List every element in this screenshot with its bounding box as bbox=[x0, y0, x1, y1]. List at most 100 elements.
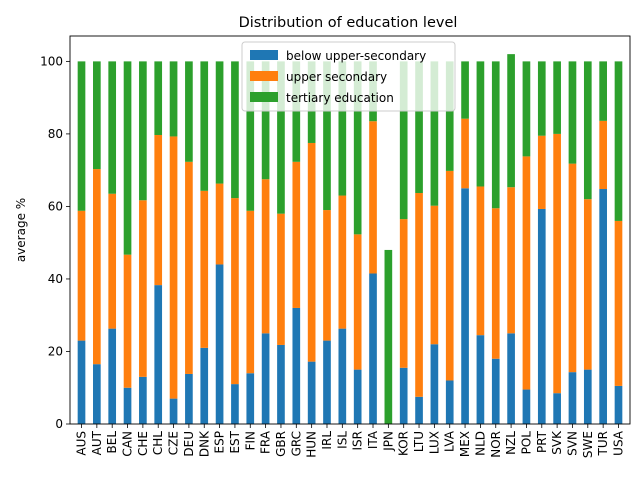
bar-cze-series-1 bbox=[169, 398, 178, 424]
bar-mex-series-1 bbox=[461, 188, 469, 424]
x-tick-label-nzl: NZL bbox=[504, 431, 518, 455]
x-tick-label-usa: USA bbox=[611, 430, 625, 456]
bar-nzl-series-1 bbox=[507, 333, 515, 424]
x-tick-label-deu: DEU bbox=[182, 431, 196, 457]
bar-dnk-series-3 bbox=[200, 61, 209, 191]
bar-prt-series-3 bbox=[537, 61, 546, 136]
bar-bel-series-2 bbox=[108, 193, 117, 329]
bar-pol-series-1 bbox=[522, 389, 531, 424]
bar-hun-series-1 bbox=[307, 361, 316, 424]
x-tick-label-pol: POL bbox=[519, 431, 533, 455]
bar-fra-series-3 bbox=[261, 61, 270, 180]
bar-aus-series-1 bbox=[77, 340, 86, 424]
bar-pol-series-3 bbox=[522, 61, 531, 157]
bar-svn-series-1 bbox=[568, 372, 577, 424]
bar-lva-series-3 bbox=[445, 61, 454, 171]
x-tick-label-chl: CHL bbox=[151, 431, 165, 455]
bar-fra-series-2 bbox=[261, 179, 270, 334]
legend-swatch-1 bbox=[250, 50, 278, 60]
bar-irl-series-3 bbox=[323, 61, 331, 211]
bar-isl-series-2 bbox=[338, 195, 347, 329]
bar-svk-series-3 bbox=[553, 61, 561, 134]
bar-swe-series-1 bbox=[583, 369, 592, 424]
bar-fra-series-1 bbox=[261, 333, 270, 424]
bar-ltu-series-1 bbox=[415, 396, 423, 424]
bar-nld-series-2 bbox=[476, 186, 485, 336]
x-tick-label-swe: SWE bbox=[581, 431, 595, 458]
x-tick-label-est: EST bbox=[228, 430, 242, 453]
x-tick-label-jpn: JPN bbox=[381, 431, 395, 452]
bar-kor-series-1 bbox=[399, 367, 408, 424]
bar-mex-series-2 bbox=[461, 118, 469, 189]
bar-isr-series-1 bbox=[353, 369, 362, 424]
bar-gbr-series-1 bbox=[277, 344, 285, 424]
x-tick-label-nor: NOR bbox=[489, 431, 503, 458]
bar-tur-series-2 bbox=[599, 120, 607, 190]
bar-nld-series-3 bbox=[476, 61, 485, 187]
bar-isl-series-1 bbox=[338, 328, 347, 424]
bar-fin-series-3 bbox=[246, 61, 255, 211]
x-tick-label-ltu: LTU bbox=[412, 431, 426, 452]
x-tick-label-svn: SVN bbox=[565, 431, 579, 456]
bar-grc-series-3 bbox=[292, 61, 301, 162]
bar-can-series-3 bbox=[123, 61, 132, 255]
bar-fin-series-1 bbox=[246, 373, 255, 424]
bar-ita-series-1 bbox=[369, 273, 377, 424]
x-tick-label-prt: PRT bbox=[535, 430, 549, 453]
x-tick-label-aut: AUT bbox=[90, 430, 104, 455]
legend-swatch-3 bbox=[250, 92, 278, 102]
bar-che-series-2 bbox=[139, 200, 147, 377]
x-tick-label-grc: GRC bbox=[289, 431, 303, 456]
bar-usa-series-2 bbox=[614, 220, 623, 386]
bar-fin-series-2 bbox=[246, 210, 255, 374]
bar-deu-series-1 bbox=[185, 373, 193, 424]
bar-aut-series-3 bbox=[93, 61, 101, 170]
bar-bel-series-1 bbox=[108, 328, 117, 424]
bar-chl-series-1 bbox=[154, 285, 163, 424]
bar-cze-series-3 bbox=[169, 61, 178, 137]
x-tick-label-fra: FRA bbox=[259, 430, 273, 454]
bar-est-series-1 bbox=[231, 384, 239, 424]
bar-pol-series-2 bbox=[522, 156, 531, 390]
bar-tur-series-1 bbox=[599, 189, 607, 424]
bar-swe-series-2 bbox=[583, 199, 592, 370]
bar-grc-series-2 bbox=[292, 161, 301, 308]
x-tick-label-aus: AUS bbox=[75, 431, 89, 456]
x-tick-label-hun: HUN bbox=[305, 431, 319, 458]
bar-lva-series-2 bbox=[445, 170, 454, 381]
bar-nor-series-3 bbox=[491, 61, 500, 209]
plot-frame bbox=[69, 35, 631, 425]
bar-chl-series-2 bbox=[154, 134, 163, 286]
x-tick-label-ita: ITA bbox=[366, 430, 380, 449]
x-tick-label-che: CHE bbox=[136, 431, 150, 456]
legend: below upper-secondary upper secondary tert… bbox=[241, 41, 456, 112]
bar-aus-series-3 bbox=[77, 61, 86, 211]
bar-lux-series-1 bbox=[430, 344, 439, 424]
bar-irl-series-1 bbox=[323, 340, 331, 424]
x-tick-label-svk: SVK bbox=[550, 430, 564, 455]
bar-usa-series-1 bbox=[614, 385, 623, 424]
bar-irl-series-2 bbox=[323, 210, 331, 341]
legend-label-3: tertiary education bbox=[286, 91, 394, 105]
bar-dnk-series-1 bbox=[200, 347, 209, 424]
y-tick-label: 20 bbox=[48, 344, 63, 358]
x-tick-label-esp: ESP bbox=[213, 431, 227, 453]
bar-dnk-series-2 bbox=[200, 190, 209, 348]
x-tick-label-cze: CZE bbox=[167, 431, 181, 455]
x-tick-label-bel: BEL bbox=[105, 431, 119, 454]
x-tick-label-tur: TUR bbox=[596, 431, 610, 456]
x-tick-label-isr: ISR bbox=[351, 431, 365, 451]
bar-lux-series-3 bbox=[430, 61, 439, 206]
x-tick-label-gbr: GBR bbox=[274, 431, 288, 457]
bar-kor-series-3 bbox=[399, 61, 408, 220]
bar-cze-series-2 bbox=[169, 136, 178, 399]
bar-bel-series-3 bbox=[108, 61, 117, 194]
bar-chl-series-3 bbox=[154, 61, 163, 135]
chart-title: Distribution of education level bbox=[239, 15, 458, 31]
bar-gbr-series-3 bbox=[277, 61, 285, 214]
bar-prt-series-2 bbox=[537, 135, 546, 209]
legend-box bbox=[241, 41, 456, 112]
